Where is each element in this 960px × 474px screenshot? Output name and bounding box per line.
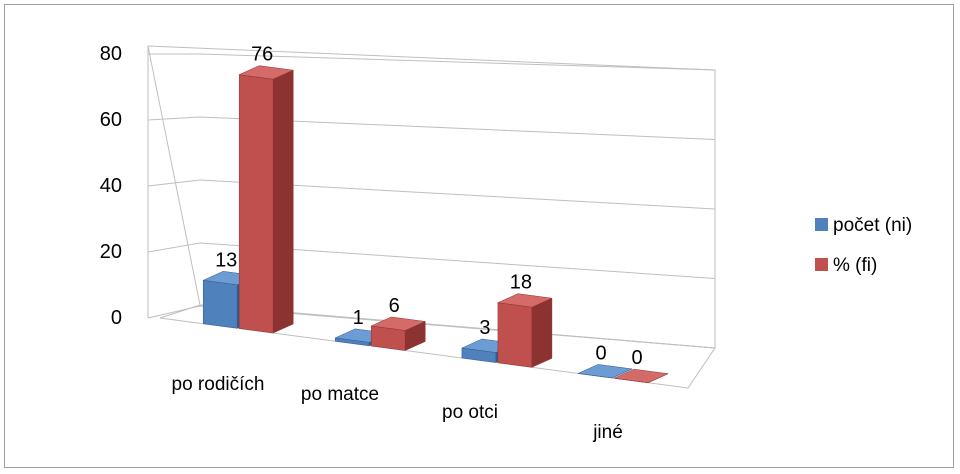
category-label: po rodičích [172, 374, 265, 395]
legend-label: počet (ni) [833, 215, 912, 236]
gridline [148, 53, 716, 71]
data-label: 76 [251, 44, 273, 66]
data-label: 13 [215, 249, 237, 271]
category-label: po matce [301, 384, 379, 405]
data-label: 1 [353, 307, 364, 329]
bar-count-3 [577, 364, 633, 379]
bar-percent-2 [497, 293, 553, 368]
legend-entry: počet (ni) [815, 215, 912, 236]
legend-label: % (fi) [833, 255, 877, 276]
bar-percent-3 [613, 368, 669, 383]
bar-percent-1 [370, 316, 427, 351]
y-tick-label: 40 [100, 175, 122, 197]
category-label: po otci [442, 402, 498, 423]
category-label: jiné [592, 422, 623, 443]
y-tick-label: 60 [100, 109, 122, 131]
legend-entry: % (fi) [815, 255, 877, 276]
data-label: 6 [389, 295, 400, 317]
legend-swatch [815, 218, 828, 231]
data-label: 0 [632, 347, 643, 369]
gridline [147, 116, 716, 140]
y-tick-label: 80 [100, 43, 122, 65]
data-label: 0 [596, 342, 607, 364]
chart-frame [4, 4, 954, 468]
bar-percent-0 [238, 65, 295, 334]
legend-swatch [815, 258, 828, 271]
gridline [147, 242, 716, 279]
y-tick-label: 20 [100, 241, 122, 263]
y-tick-label: 0 [111, 307, 122, 329]
gridline [147, 179, 716, 210]
data-label: 3 [479, 317, 490, 339]
data-label: 18 [510, 272, 532, 294]
